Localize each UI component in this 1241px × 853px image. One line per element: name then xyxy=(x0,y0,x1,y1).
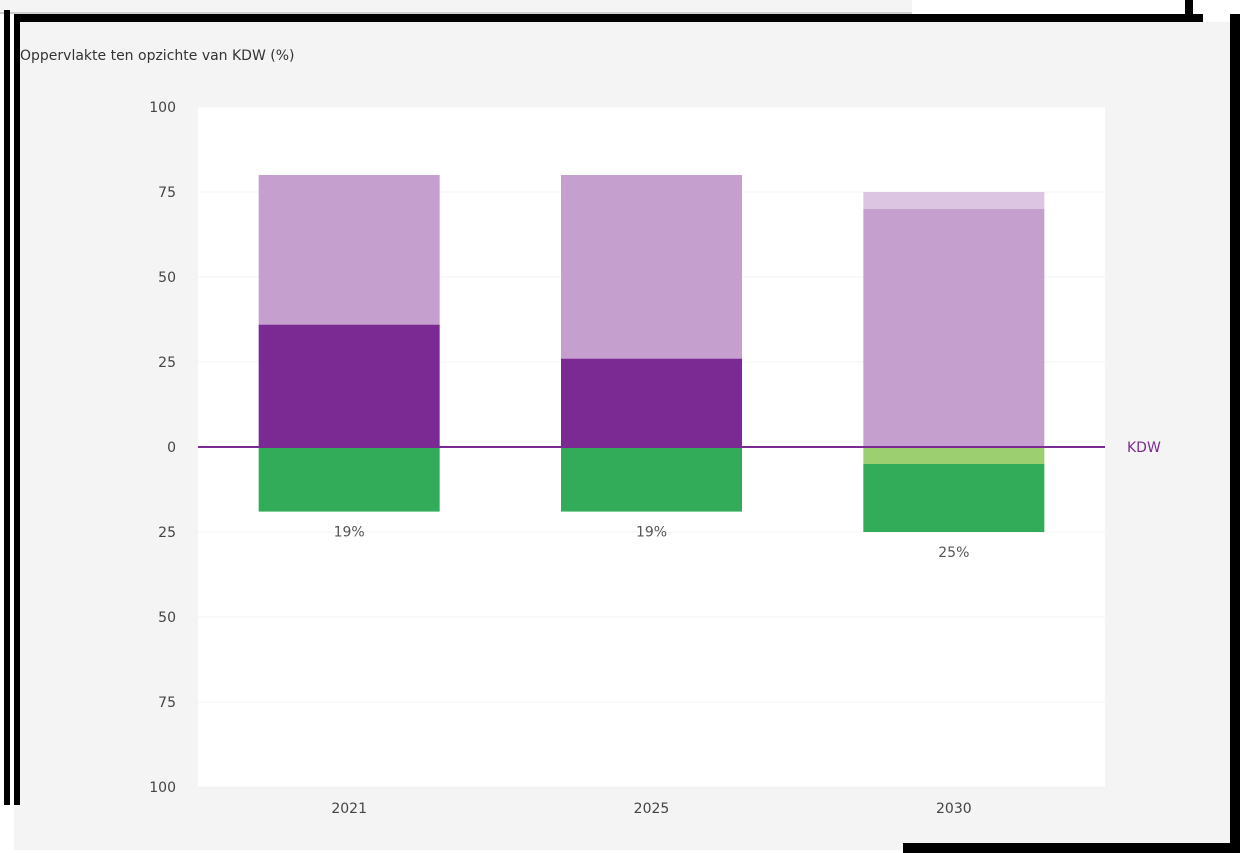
y-tick-label: 50 xyxy=(158,610,176,626)
frame-border-left-gap xyxy=(14,805,20,850)
y-tick-label: 100 xyxy=(149,100,176,116)
bar-segment xyxy=(561,175,742,359)
background-frame-right xyxy=(1185,0,1193,18)
frame-border-left xyxy=(14,14,20,850)
bar-segment xyxy=(863,209,1045,447)
y-tick-label: 75 xyxy=(158,185,176,201)
bar-segment xyxy=(258,324,440,447)
bar-chart: 100 75 50 25 0 25 50 75 100 19% 2021 19% 2025 25% 2030… xyxy=(149,100,1161,817)
background-frame-left xyxy=(4,10,10,805)
kdw-label: KDW xyxy=(1127,440,1161,456)
bar-segment xyxy=(863,192,1045,209)
x-tick-label: 2030 xyxy=(936,801,972,817)
y-tick-label: 50 xyxy=(158,270,176,286)
x-tick-label: 2021 xyxy=(331,801,367,817)
frame-border-bottom xyxy=(903,843,1240,853)
bar-segment xyxy=(561,358,742,447)
frame-border-right xyxy=(1230,14,1240,850)
y-tick-label: 25 xyxy=(158,355,176,371)
y-tick-label: 100 xyxy=(149,780,176,796)
bar-segment xyxy=(258,175,440,325)
bar-segment xyxy=(863,464,1045,532)
chart-title: Oppervlakte ten opzichte van KDW (%) xyxy=(20,48,295,64)
frame-border-top xyxy=(14,14,1203,22)
chart-card: Oppervlakte ten opzichte van KDW (%) 100… xyxy=(20,22,1230,850)
background-panel xyxy=(0,0,912,14)
data-label: 19% xyxy=(334,525,365,541)
x-tick-label: 2025 xyxy=(634,801,670,817)
bar-segment xyxy=(863,447,1045,464)
y-tick-label: 75 xyxy=(158,695,176,711)
bar-segment xyxy=(561,447,742,512)
data-label: 19% xyxy=(636,525,667,541)
y-tick-label: 25 xyxy=(158,525,176,541)
y-tick-label: 0 xyxy=(167,440,176,456)
bar-segment xyxy=(258,447,440,512)
data-label: 25% xyxy=(938,545,969,561)
